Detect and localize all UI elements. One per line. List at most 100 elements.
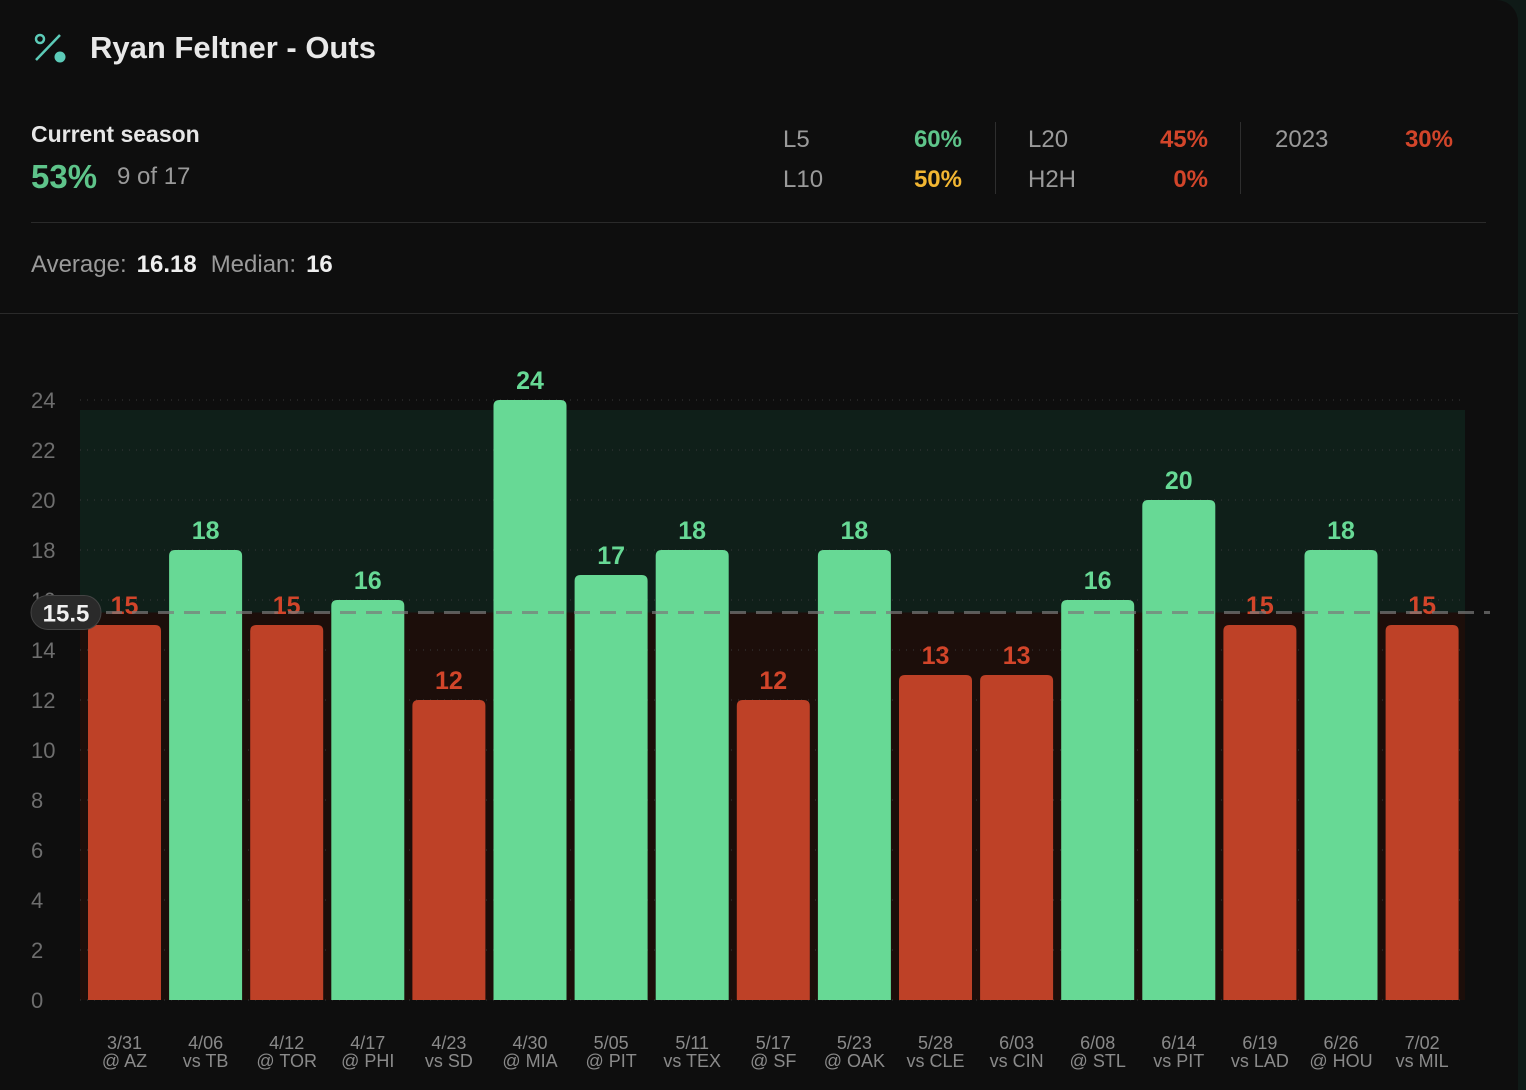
- x-tick-date: 7/02: [1405, 1033, 1440, 1053]
- stat-l5-label: L5: [783, 126, 810, 153]
- median-label: Median:: [210, 251, 297, 278]
- x-tick-date: 6/08: [1080, 1033, 1115, 1053]
- bar: [899, 675, 972, 1000]
- x-tick-opponent: @ PIT: [585, 1051, 636, 1071]
- bar-value-label: 12: [435, 667, 463, 695]
- bar-value-label: 13: [1003, 642, 1031, 670]
- y-tick-label: 12: [31, 688, 55, 713]
- x-tick-date: 4/30: [512, 1033, 547, 1053]
- bar-value-label: 15: [273, 592, 301, 620]
- y-tick-label: 10: [31, 738, 55, 763]
- x-tick-date: 6/19: [1242, 1033, 1277, 1053]
- y-tick-label: 24: [31, 388, 55, 413]
- bar: [1385, 625, 1459, 1000]
- x-tick-date: 6/14: [1161, 1033, 1196, 1053]
- bar-value-label: 17: [597, 542, 625, 570]
- x-tick-date: 4/23: [431, 1033, 466, 1053]
- bar-value-label: 16: [354, 567, 382, 595]
- stat-h2h-label: H2H: [1028, 166, 1077, 193]
- x-tick-opponent: @ MIA: [502, 1051, 557, 1071]
- divider: [1240, 122, 1241, 194]
- bar-value-label: 18: [678, 517, 706, 545]
- x-tick-opponent: @ AZ: [102, 1051, 147, 1071]
- average-label: Average:: [31, 251, 127, 278]
- x-tick-date: 5/11: [675, 1033, 709, 1053]
- bar: [655, 550, 729, 1000]
- over-zone: [80, 410, 1465, 613]
- x-tick-date: 5/28: [918, 1033, 953, 1053]
- x-tick-opponent: vs LAD: [1231, 1051, 1289, 1071]
- stat-l20-value: 45%: [1159, 126, 1208, 153]
- bar-value-label: 12: [759, 667, 787, 695]
- stat-l10-value: 50%: [913, 166, 962, 193]
- bar-value-label: 18: [840, 517, 868, 545]
- bar-value-label: 15: [1246, 592, 1274, 620]
- stat-l20-label: L20: [1028, 126, 1069, 153]
- bar-value-label: 18: [1327, 517, 1355, 545]
- season-hit-count: 9 of 17: [117, 163, 191, 190]
- bar: [88, 625, 161, 1000]
- x-tick-opponent: vs TB: [183, 1051, 229, 1071]
- x-tick-opponent: @ OAK: [824, 1051, 885, 1071]
- bar-value-label: 20: [1165, 467, 1193, 495]
- bar: [574, 575, 648, 1000]
- x-tick-opponent: vs PIT: [1153, 1051, 1204, 1071]
- y-tick-label: 20: [31, 488, 55, 513]
- x-tick-date: 4/17: [350, 1033, 385, 1053]
- bar-value-label: 18: [192, 517, 220, 545]
- x-tick-date: 3/31: [107, 1033, 142, 1053]
- y-tick-label: 2: [31, 938, 43, 963]
- y-tick-label: 6: [31, 838, 43, 863]
- y-tick-label: 22: [31, 438, 55, 463]
- page-title: Ryan Feltner - Outs: [90, 30, 376, 65]
- x-tick-opponent: @ TOR: [256, 1051, 317, 1071]
- bar-value-label: 16: [1084, 567, 1112, 595]
- x-tick-opponent: vs SD: [425, 1051, 473, 1071]
- x-tick-date: 5/23: [837, 1033, 872, 1053]
- bar: [169, 550, 243, 1000]
- x-tick-opponent: @ SF: [750, 1051, 796, 1071]
- median-value: 16: [306, 251, 333, 278]
- stat-h2h-value: 0%: [1173, 166, 1208, 193]
- bar-value-label: 15: [111, 592, 139, 620]
- stat-2023-value: 30%: [1404, 126, 1453, 153]
- bar: [1142, 500, 1216, 1000]
- stat-l5-value: 60%: [913, 126, 962, 153]
- bar: [1223, 625, 1297, 1000]
- bar-value-label: 13: [922, 642, 950, 670]
- bar: [412, 700, 486, 1000]
- divider: [31, 222, 1486, 223]
- divider: [0, 313, 1518, 314]
- line-badge: [30, 595, 102, 630]
- x-tick-opponent: vs TEX: [663, 1051, 721, 1071]
- x-tick-date: 4/06: [188, 1033, 223, 1053]
- y-tick-label: 4: [31, 888, 43, 913]
- bar: [980, 675, 1054, 1000]
- stat-l10-label: L10: [783, 166, 824, 193]
- x-tick-opponent: vs MIL: [1396, 1051, 1449, 1071]
- x-tick-date: 5/17: [756, 1033, 791, 1053]
- x-tick-opponent: vs CLE: [906, 1051, 964, 1071]
- bar: [493, 400, 567, 1000]
- x-tick-date: 4/12: [269, 1033, 304, 1053]
- x-tick-date: 5/05: [594, 1033, 629, 1053]
- bar: [331, 600, 405, 1000]
- bar: [817, 550, 891, 1000]
- bar-value-label: 15: [1408, 592, 1436, 620]
- bar: [736, 700, 810, 1000]
- x-tick-opponent: vs CIN: [990, 1051, 1044, 1071]
- bar: [250, 625, 324, 1000]
- bar: [1061, 600, 1135, 1000]
- bar-value-label: 24: [516, 367, 544, 395]
- y-tick-label: 8: [31, 788, 43, 813]
- stat-2023-label: 2023: [1275, 126, 1329, 153]
- line-badge-label: 15.5: [43, 601, 90, 628]
- divider: [995, 122, 996, 194]
- x-tick-opponent: @ STL: [1070, 1051, 1126, 1071]
- x-tick-date: 6/26: [1323, 1033, 1358, 1053]
- season-hit-rate: 53%: [31, 158, 98, 195]
- y-tick-label: 18: [31, 538, 55, 563]
- current-season-label: Current season: [31, 121, 200, 147]
